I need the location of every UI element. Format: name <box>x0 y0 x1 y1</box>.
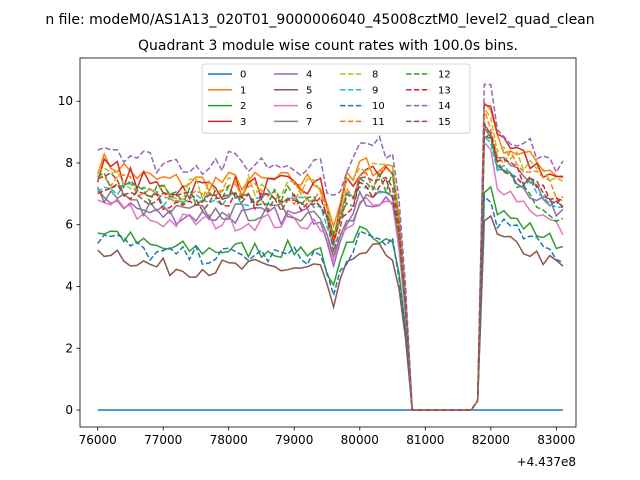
series-line-1 <box>96 100 564 411</box>
legend-label-13: 13 <box>438 85 451 96</box>
x-tick-label: 80000 <box>341 433 379 447</box>
y-tick-label: 10 <box>58 94 73 108</box>
series-line-12 <box>97 135 564 411</box>
x-offset-label: +4.437e8 <box>517 455 576 469</box>
legend-label-9: 9 <box>372 85 378 96</box>
series-line-7 <box>97 125 564 411</box>
plot-area <box>96 83 564 411</box>
y-tick-label: 4 <box>65 280 73 294</box>
series-line-4 <box>97 133 564 411</box>
series-line-13 <box>97 122 564 411</box>
legend-label-2: 2 <box>240 101 246 112</box>
series-line-5 <box>97 214 564 411</box>
x-tick-label: 78000 <box>210 433 248 447</box>
legend-label-1: 1 <box>240 85 246 96</box>
series-line-9 <box>97 135 563 411</box>
x-tick-label: 81000 <box>406 433 444 447</box>
legend-label-6: 6 <box>306 101 312 112</box>
legend-label-0: 0 <box>240 70 246 81</box>
x-tick-label: 79000 <box>275 433 313 447</box>
legend-label-4: 4 <box>306 70 312 81</box>
figure-suptitle: n file: modeM0/AS1A13_020T01_9000006040_… <box>45 12 594 28</box>
legend-label-8: 8 <box>372 70 378 81</box>
x-tick-label: 77000 <box>144 433 182 447</box>
series-line-6 <box>97 140 564 411</box>
legend-label-15: 15 <box>438 117 451 128</box>
legend-label-12: 12 <box>438 70 451 81</box>
series-line-15 <box>97 122 564 411</box>
legend-label-14: 14 <box>438 101 451 112</box>
series-line-14 <box>97 83 564 411</box>
chart-title: Quadrant 3 module wise count rates with … <box>138 38 518 54</box>
series-line-8 <box>97 105 564 411</box>
legend-label-10: 10 <box>372 101 385 112</box>
y-tick-label: 6 <box>65 218 73 232</box>
y-tick-label: 8 <box>65 156 73 170</box>
x-tick-label: 83000 <box>537 433 575 447</box>
legend-label-11: 11 <box>372 117 385 128</box>
x-tick-label: 76000 <box>79 433 117 447</box>
axes: 76000 77000 78000 79000 80000 81000 82000 83000… <box>58 57 577 447</box>
legend-label-3: 3 <box>240 117 246 128</box>
legend-box <box>201 63 471 134</box>
series-line-10 <box>97 195 564 411</box>
y-tick-label: 0 <box>65 403 73 417</box>
x-tick-label: 82000 <box>472 433 510 447</box>
axes-frame <box>79 57 577 428</box>
legend-label-5: 5 <box>306 85 312 96</box>
y-tick-label: 2 <box>65 341 73 355</box>
series-line-2 <box>97 185 564 411</box>
legend-label-7: 7 <box>306 117 312 128</box>
